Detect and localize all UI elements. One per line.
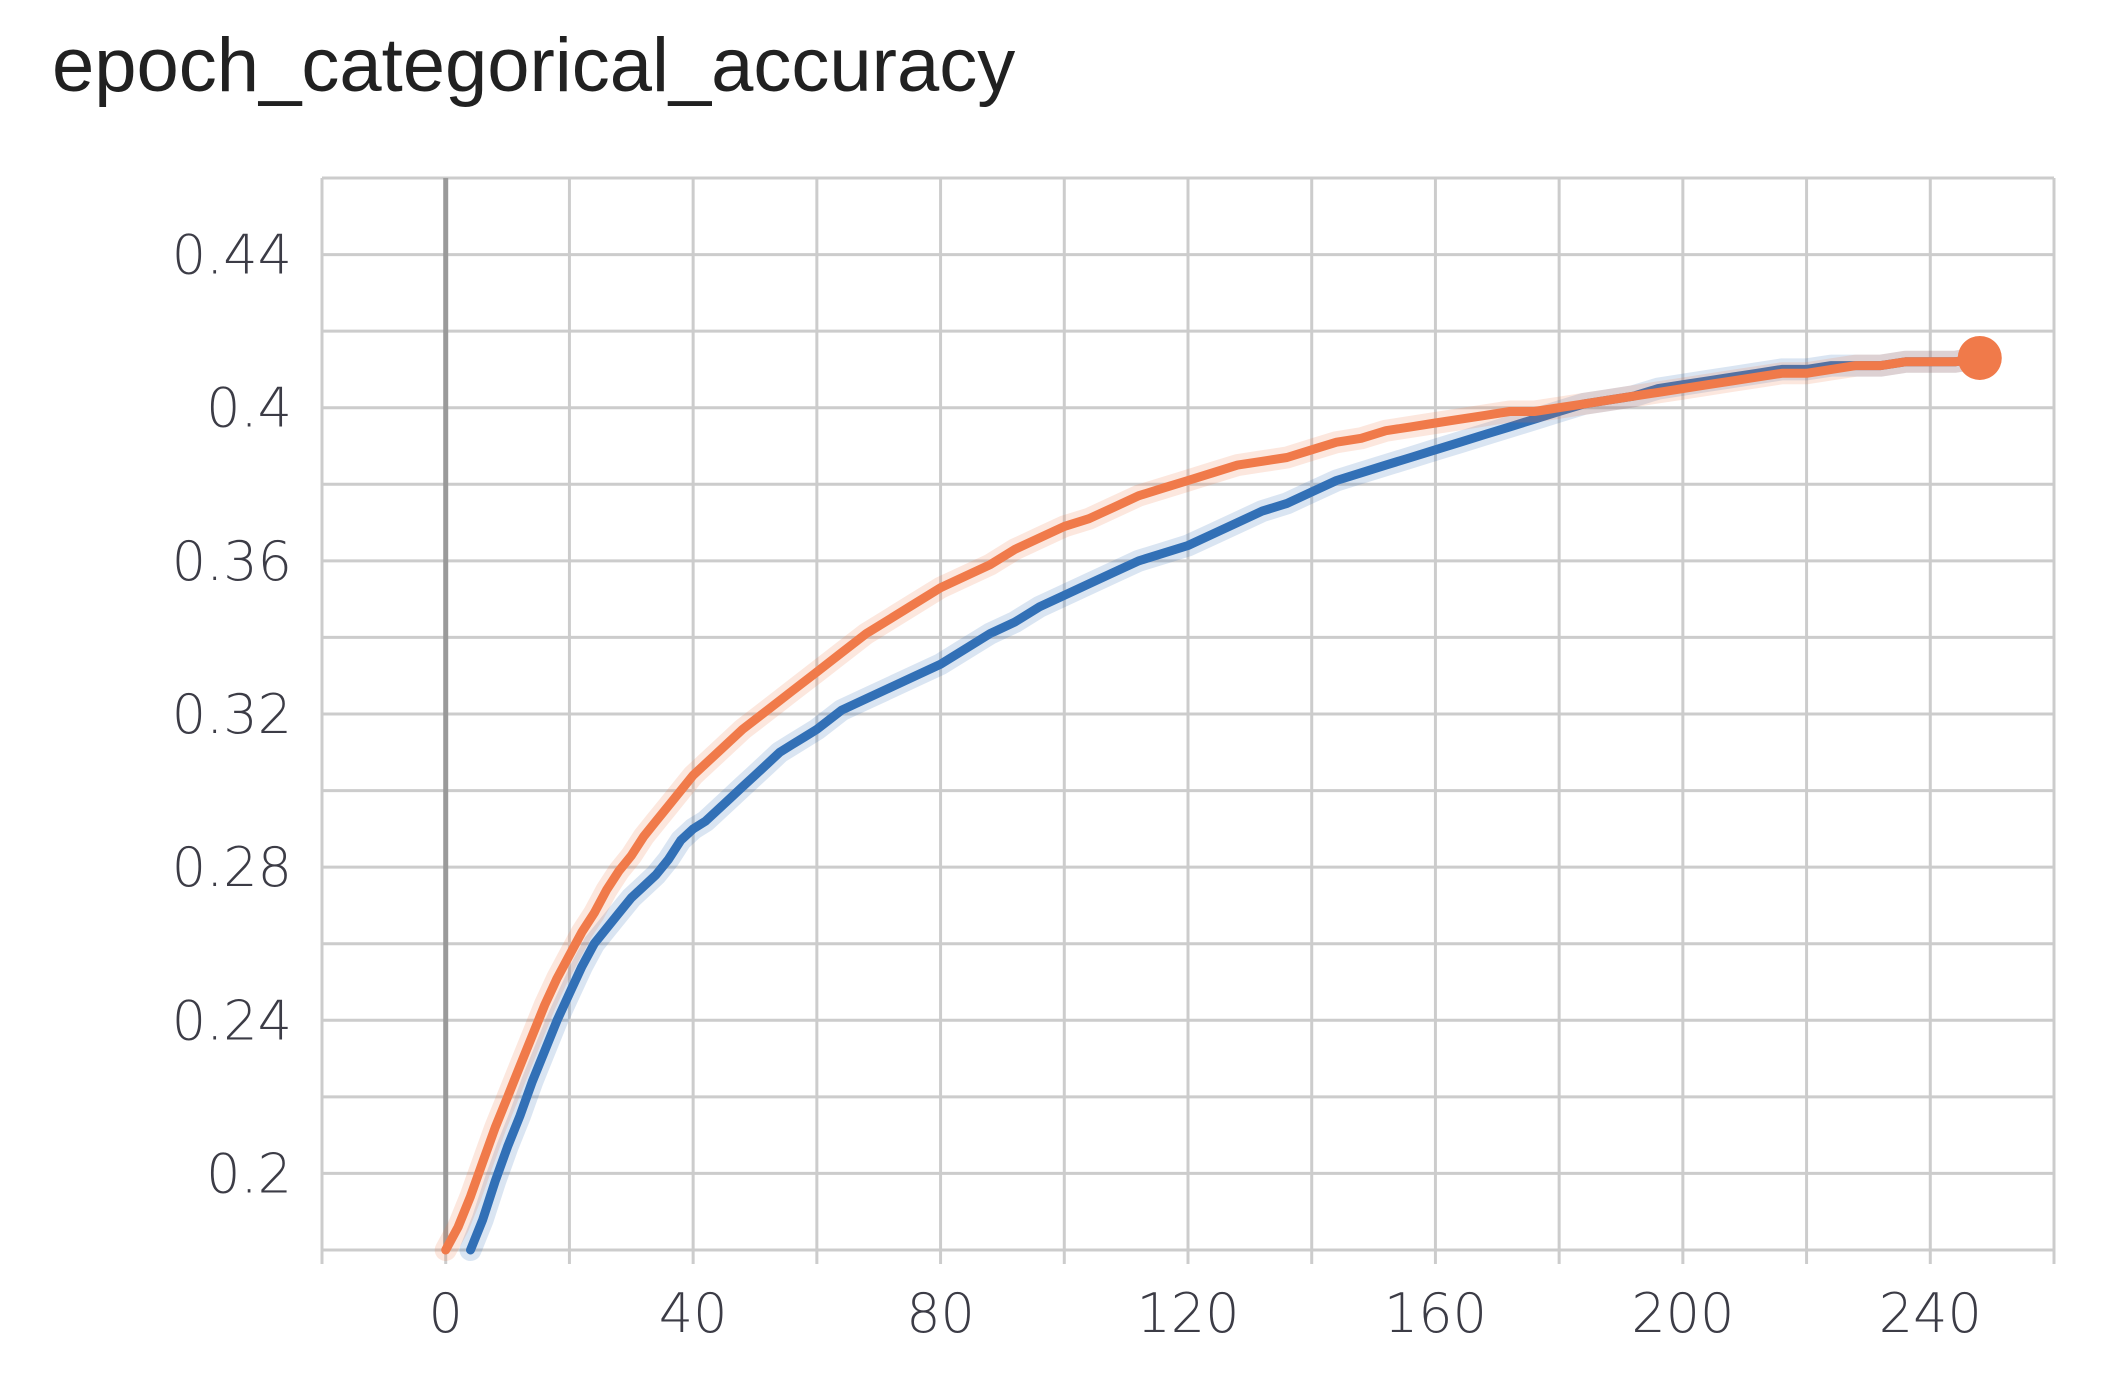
series-0-band (459, 346, 1991, 1261)
y-tick-label: 0.32 (172, 683, 292, 746)
x-tick-label: 160 (1384, 1282, 1487, 1345)
x-tick-label: 120 (1136, 1282, 1239, 1345)
series-1-end-point (1957, 335, 2002, 380)
y-tick-label: 0.4 (206, 377, 292, 440)
x-axis-ticks: 0 40 80 120 160 200 240 (429, 1282, 1982, 1345)
y-axis-ticks: 0.2 0.24 0.28 0.32 0.36 0.4 0.44 (172, 224, 292, 1206)
x-tick-label: 40 (659, 1282, 728, 1345)
series-1-line (441, 353, 1985, 1255)
x-tick-label: 240 (1879, 1282, 1982, 1345)
series-layer (434, 335, 2002, 1261)
x-tick-label: 80 (906, 1282, 975, 1345)
series-0-line (466, 353, 1985, 1255)
y-tick-label: 0.28 (172, 836, 292, 899)
y-tick-label: 0.2 (206, 1142, 292, 1205)
chart-title: epoch_categorical_accuracy (52, 23, 1016, 108)
y-tick-label: 0.24 (172, 989, 292, 1052)
grid-minor (320, 178, 2056, 1264)
y-tick-label: 0.44 (172, 224, 292, 287)
grid-major (322, 176, 2054, 1252)
series-1-band (434, 346, 1991, 1261)
x-tick-label: 0 (429, 1282, 463, 1345)
x-tick-label: 200 (1631, 1282, 1734, 1345)
y-tick-label: 0.36 (172, 530, 292, 593)
